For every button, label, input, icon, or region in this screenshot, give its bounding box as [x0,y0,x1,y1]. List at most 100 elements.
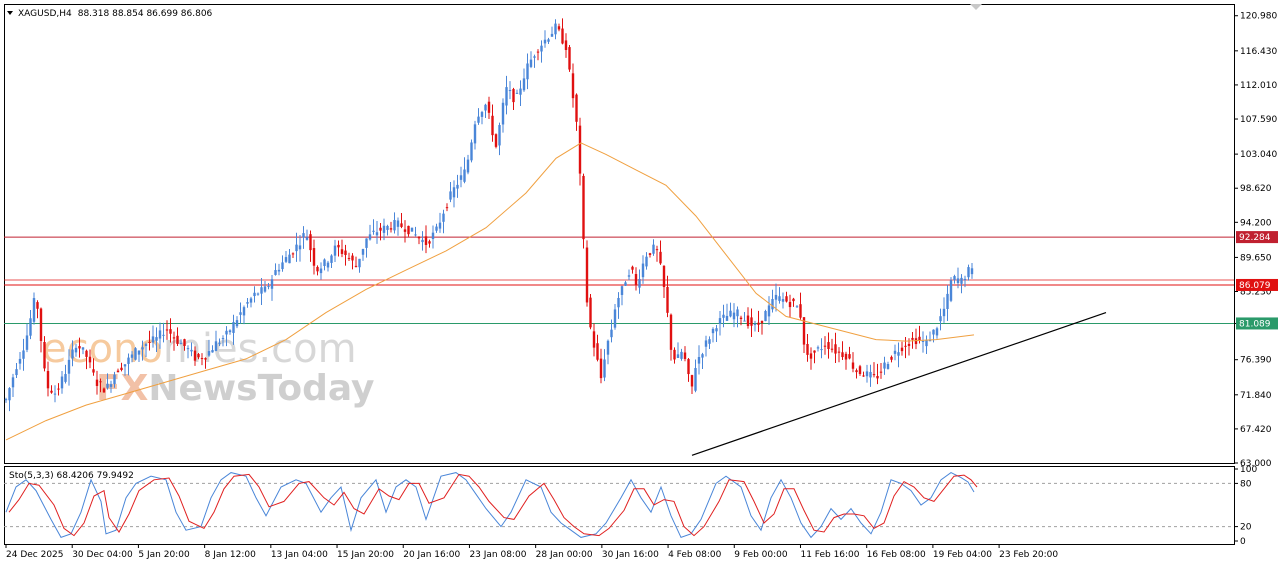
candle-bull [606,340,610,355]
x-tick-label: 5 Jan 20:00 [138,550,190,560]
candle-bull [60,376,64,389]
candle-bull [729,310,732,317]
candle-bull [330,255,333,263]
candle-bull [774,294,778,300]
candle-bull [480,112,484,117]
candle-bear [648,253,652,255]
time-axis: 24 Dec 2025 30 Dec 04:00 5 Jan 20:00 8 Jan … [5,544,1058,560]
candle-bull [613,309,617,328]
candle-bull [897,352,900,356]
x-tick-label: 24 Dec 2025 [6,550,64,560]
candle-bull [25,335,29,350]
candle-bull [207,351,211,356]
stoch-signal-line [8,473,978,537]
candle-bull [946,293,949,309]
candle-bear [88,356,92,363]
candle-bull [414,234,417,236]
x-tick-label: 15 Jan 20:00 [337,550,394,560]
candle-bear [841,352,844,358]
x-tick-label: 9 Feb 00:00 [734,550,788,560]
stoch-tick-label: 20 [1240,523,1252,533]
support-label: 81.089 [1239,319,1271,329]
candle-bear [204,358,207,360]
candle-bull [179,343,183,345]
candle-bear [837,351,841,353]
y-tick-label: 107.590 [1240,115,1277,125]
candle-bear [417,237,421,239]
candle-bull [508,90,512,92]
candle-bull [109,384,113,387]
candle-bull [960,277,963,284]
candle-bull [298,245,302,250]
symbol-dropdown-icon[interactable] [7,11,13,15]
candle-bear [746,315,750,327]
candle-bull [11,377,15,388]
candle-bull [676,354,680,358]
candle-bull [158,330,162,339]
candle-bull [708,339,711,344]
one-click-trading-icon[interactable] [970,4,982,10]
candle-bull [519,88,522,95]
ascending-trendline[interactable] [691,312,1107,456]
candle-bear [683,352,687,359]
x-tick-label: 23 Feb 20:00 [999,550,1058,560]
candle-bull [137,350,141,355]
candle-bull [333,245,337,256]
y-tick-label: 112.010 [1240,81,1277,91]
candle-bull [449,191,452,200]
candle-bull [155,337,158,341]
candle-bull [246,302,249,304]
stoch-tick-label: 80 [1240,479,1252,489]
candle-bear [309,234,312,251]
x-tick-label: 8 Jan 12:00 [205,550,257,560]
stoch-main-line [5,472,975,539]
candle-bull [459,175,463,180]
candle-bull [81,347,85,350]
candle-bull [477,116,480,123]
candle-bull [29,318,32,336]
candle-bear [312,248,316,266]
candle-bull [939,316,942,322]
watermark: economies.com FXNewsToday [42,326,375,409]
candle-bear [799,304,802,318]
candle-bull [697,357,701,364]
candle-bear [851,362,855,369]
candle-bear [690,375,694,387]
candle-bear [316,266,319,272]
symbol-label[interactable]: XAGUSD,H4 [18,9,72,19]
candle-bull [361,249,365,255]
candle-bear [750,317,753,326]
candle-bear [904,345,907,347]
candle-bear [571,73,575,99]
candle-bull [865,371,869,377]
candle-bear [589,297,592,328]
candle-bear [662,265,666,288]
horizontal-levels[interactable] [4,236,1234,324]
candle-bull [256,293,260,295]
x-tick-label: 20 Jan 16:00 [403,550,460,560]
candles [4,18,974,412]
x-tick-label: 23 Jan 08:00 [469,550,526,560]
candle-bull [869,371,872,378]
price-axis: 120.980 116.430 112.010 107.590 103.040 98.62… [1234,12,1277,469]
candle-bear [918,336,921,341]
candle-bear [844,353,848,360]
y-tick-label: 71.840 [1240,391,1272,401]
x-tick-label: 30 Jan 16:00 [602,550,659,560]
candle-bull [767,305,771,317]
x-tick-label: 16 Feb 08:00 [867,550,926,560]
candle-bull [8,388,11,401]
candle-bull [106,383,109,388]
candle-bull [736,309,739,317]
candle-bull [473,124,477,144]
candle-bull [319,268,323,274]
candle-bear [389,228,393,230]
candle-bear [813,350,816,353]
candle-bull [550,33,554,37]
x-tick-label: 28 Jan 00:00 [536,550,593,560]
candle-bear [834,344,837,354]
y-tick-label: 120.980 [1240,12,1277,22]
ohlc-values: 88.318 88.854 86.699 86.806 [78,9,213,19]
candle-bull [431,232,435,240]
